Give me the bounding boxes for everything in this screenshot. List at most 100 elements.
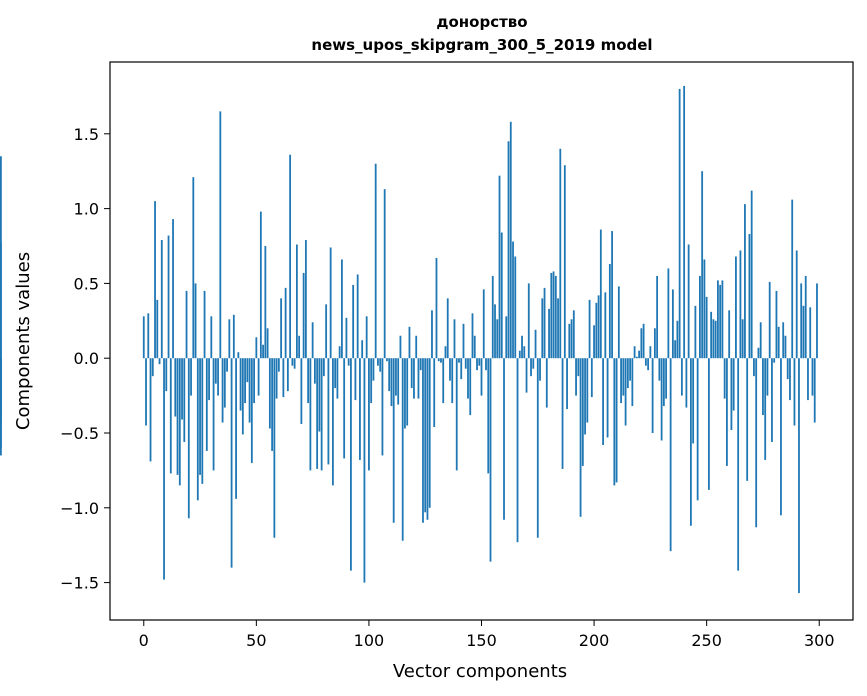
bar-25: [199, 358, 201, 475]
bar-73: [307, 358, 310, 404]
bar-33: [217, 358, 219, 396]
bar-183: [554, 275, 557, 359]
bar-29: [208, 358, 210, 401]
bar-241: [685, 358, 688, 408]
bar-197: [586, 358, 589, 423]
plot-frame: [109, 61, 854, 621]
bar-206: [606, 358, 609, 438]
bar-283: [780, 358, 782, 516]
bar-41: [235, 358, 237, 499]
bar-272: [755, 358, 758, 528]
bar-145: [469, 358, 472, 416]
bar-178: [543, 287, 546, 359]
bar-226: [651, 358, 654, 433]
bar-53: [262, 344, 264, 359]
bar-271: [753, 358, 755, 377]
bar-285: [784, 335, 787, 359]
bar-147: [473, 335, 476, 359]
bar-268: [746, 358, 749, 481]
bar-21: [190, 358, 192, 396]
bar-224: [647, 358, 650, 371]
bar-116: [404, 358, 406, 429]
y-tick-label: −1.5: [60, 574, 99, 593]
bar-214: [624, 358, 627, 426]
bar-225: [649, 346, 652, 359]
bar-232: [665, 358, 668, 399]
bar-102: [372, 358, 375, 381]
bar-65: [289, 154, 292, 359]
bar-209: [613, 358, 616, 486]
bar-235: [671, 289, 674, 359]
bar-170: [525, 358, 528, 393]
bar-31: [212, 358, 215, 471]
bar-27: [203, 290, 206, 359]
bar-218: [633, 346, 636, 359]
bar-58: [273, 358, 276, 538]
bar-257: [721, 280, 724, 359]
bar-177: [541, 298, 544, 359]
bar-64: [286, 358, 289, 392]
bar-144: [467, 358, 469, 399]
bar-59: [275, 358, 278, 399]
bar-42: [237, 352, 240, 359]
bar-44: [241, 358, 244, 435]
bar-78: [318, 358, 321, 432]
bar-140: [458, 358, 460, 363]
bar-88: [341, 259, 343, 359]
bar-169: [523, 346, 526, 359]
bar-18: [183, 358, 186, 442]
bar-146: [471, 313, 474, 359]
bar-182: [552, 271, 555, 359]
bar-55: [266, 328, 269, 359]
bar-204: [602, 358, 604, 445]
bar-298: [813, 358, 816, 423]
bar-95: [356, 274, 359, 359]
bar-220: [638, 350, 641, 359]
bar-0: [142, 316, 145, 359]
bar-106: [381, 358, 384, 456]
bar-76: [313, 358, 316, 384]
bar-249: [703, 259, 706, 359]
bar-10: [165, 358, 168, 392]
bar-261: [730, 358, 733, 431]
bar-91: [347, 358, 350, 366]
bar-234: [669, 358, 672, 552]
bar-229: [658, 358, 661, 381]
bar-157: [496, 319, 499, 359]
bar-161: [505, 316, 508, 359]
bar-155: [491, 275, 494, 359]
bar-96: [359, 358, 361, 460]
bar-84: [332, 358, 334, 486]
bar-72: [304, 240, 307, 359]
bar-196: [584, 358, 586, 435]
bar-115: [401, 358, 404, 541]
y-tick-label: 0.5: [74, 274, 99, 293]
x-tick-label: 0: [139, 631, 149, 650]
bar-203: [599, 229, 602, 359]
bar-14: [174, 358, 177, 417]
bar-56: [268, 358, 271, 429]
x-tick-label: 150: [466, 631, 497, 650]
bar-124: [422, 358, 424, 523]
bar-176: [539, 358, 541, 381]
bar-93: [352, 284, 355, 359]
bar-255: [717, 280, 719, 359]
bar-60: [277, 358, 280, 372]
bar-117: [406, 358, 409, 426]
bar-38: [228, 319, 231, 359]
bar-9: [163, 358, 165, 580]
bar-252: [710, 311, 713, 359]
x-tick-label: 200: [579, 631, 610, 650]
bar-112: [395, 358, 397, 396]
bar-131: [437, 358, 440, 362]
bar-133: [442, 358, 445, 404]
bar-248: [701, 171, 704, 359]
bar-92: [350, 358, 352, 571]
bar-2: [147, 313, 150, 359]
bar-99: [365, 316, 368, 359]
bar-15: [176, 358, 179, 475]
bar-43: [239, 358, 242, 411]
bar-280: [773, 358, 776, 363]
bar-52: [259, 211, 262, 359]
